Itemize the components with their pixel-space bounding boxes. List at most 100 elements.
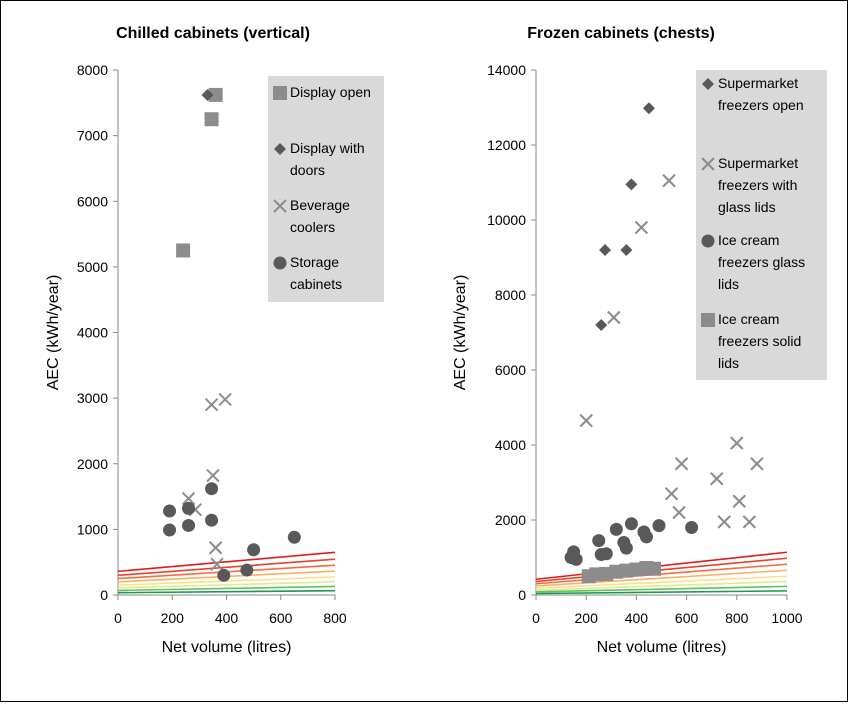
series-diamond [201, 88, 214, 101]
legend-label: cabinets [290, 276, 342, 292]
legend-label: Display with [290, 140, 365, 156]
y-tick-label: 2000 [77, 456, 108, 472]
x-tick-label: 0 [114, 610, 122, 626]
legend-marker [701, 234, 715, 248]
legend-label: glass lids [718, 199, 776, 215]
legend-label: Beverage [290, 197, 350, 213]
legend-label: lids [718, 276, 739, 292]
y-tick-label: 2000 [495, 512, 526, 528]
data-point [732, 494, 747, 508]
x-tick-label: 800 [323, 610, 347, 626]
threshold-line [535, 563, 788, 585]
threshold-line [117, 551, 336, 573]
legend-label: lids [718, 355, 739, 371]
data-point [750, 457, 764, 471]
data-point [181, 491, 196, 506]
y-tick-label: 5000 [77, 259, 108, 275]
series-circle [163, 482, 301, 582]
x-tick-label: 800 [725, 610, 749, 626]
y-tick-label: 14000 [487, 62, 526, 78]
threshold-line [535, 557, 788, 583]
chart-title: Chilled cabinets (vertical) [116, 25, 310, 42]
y-tick-label: 3000 [77, 390, 108, 406]
series-cross [181, 392, 232, 571]
data-point [674, 457, 689, 471]
data-point [204, 112, 219, 127]
data-point [205, 513, 219, 527]
data-point [595, 319, 608, 331]
data-point [607, 310, 621, 325]
threshold-line [535, 575, 788, 590]
data-point [204, 397, 219, 412]
data-point [717, 515, 731, 529]
data-point [217, 568, 231, 582]
data-point [163, 523, 177, 537]
series-circle [564, 517, 699, 566]
y-tick-label: 8000 [495, 287, 526, 303]
x-tick-label: 400 [625, 610, 649, 626]
data-point [730, 436, 744, 450]
legend-label: freezers glass [718, 254, 805, 270]
legend-marker [702, 78, 714, 90]
x-axis-label: Net volume (litres) [597, 639, 727, 656]
legend-marker [274, 143, 286, 155]
data-point [569, 552, 583, 566]
series-square [581, 561, 661, 584]
threshold-line [117, 558, 336, 577]
data-point [624, 517, 638, 531]
legend-box [268, 76, 384, 302]
y-tick-label: 1000 [77, 521, 108, 537]
data-point [205, 482, 219, 496]
legend-label: Supermarket [718, 155, 798, 171]
data-point [206, 468, 220, 483]
data-point [208, 87, 223, 102]
threshold-line [535, 551, 788, 581]
legend-label: Ice cream [718, 311, 779, 327]
x-tick-label: 200 [161, 610, 185, 626]
x-tick-label: 600 [269, 610, 293, 626]
data-point [639, 530, 653, 544]
y-tick-label: 10000 [487, 212, 526, 228]
series-square [176, 87, 223, 258]
chart-title: Frozen cabinets (chests) [527, 25, 715, 42]
x-tick-label: 1000 [771, 610, 802, 626]
y-tick-label: 7000 [77, 128, 108, 144]
data-point [742, 515, 757, 529]
threshold-line [535, 590, 788, 595]
y-tick-label: 6000 [77, 193, 108, 209]
threshold-line [117, 585, 336, 592]
legend-label: freezers with [718, 177, 797, 193]
legend-box [696, 70, 827, 380]
data-point [620, 244, 633, 256]
legend-label: Ice cream [718, 232, 779, 248]
legend-marker [701, 313, 715, 327]
data-point [609, 522, 623, 536]
data-point [646, 561, 661, 576]
y-tick-label: 0 [518, 587, 526, 603]
legend-label: freezers open [718, 97, 804, 113]
data-point [240, 563, 254, 577]
data-point [642, 102, 655, 115]
threshold-line [535, 569, 788, 587]
legend-marker [273, 199, 287, 213]
data-point [599, 547, 613, 561]
legend-label: doors [290, 162, 325, 178]
threshold-line [117, 589, 336, 594]
x-tick-label: 0 [532, 610, 540, 626]
data-point [662, 173, 676, 188]
y-tick-label: 12000 [487, 137, 526, 153]
data-point [599, 244, 612, 256]
legend-label: Display open [290, 84, 371, 100]
x-tick-label: 400 [215, 610, 239, 626]
y-tick-label: 8000 [77, 62, 108, 78]
data-point [208, 541, 223, 555]
y-tick-label: 4000 [495, 437, 526, 453]
data-point [182, 518, 196, 532]
data-point [201, 88, 214, 101]
data-point [685, 521, 699, 534]
data-point [672, 505, 686, 520]
data-point [218, 392, 232, 407]
legend-label: coolers [290, 219, 335, 235]
